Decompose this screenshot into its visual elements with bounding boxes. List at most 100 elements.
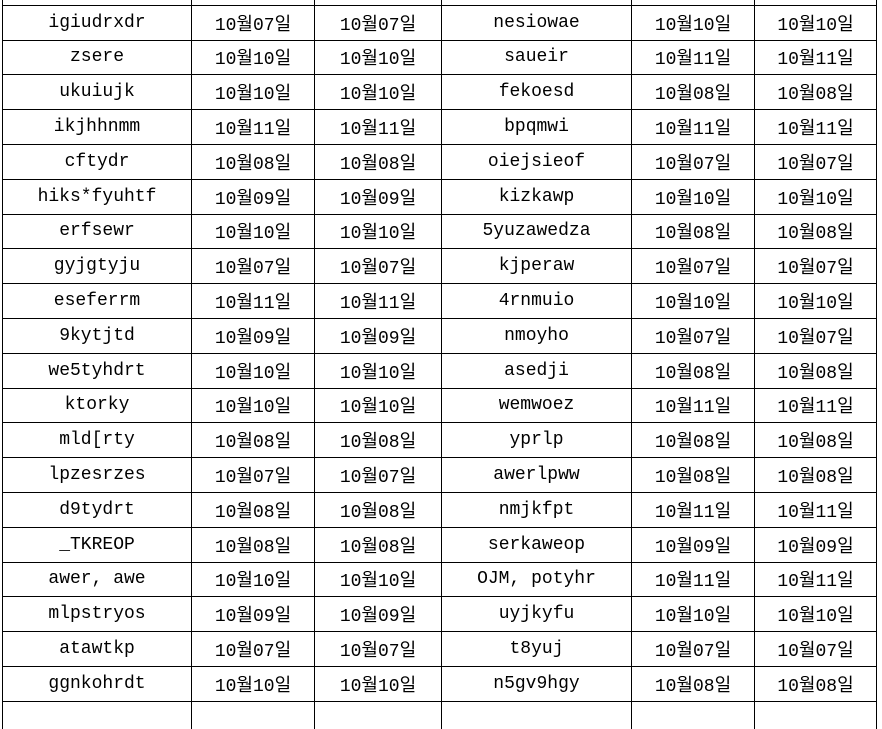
date-col-a1[interactable]: 10월09일 [191,317,315,354]
date-col-b1[interactable]: 10월07일 [631,143,755,180]
date-col-b1[interactable]: 10월08일 [631,213,755,250]
date-col-b2[interactable]: 10월08일 [754,213,877,250]
date-col-b2[interactable]: 10월07일 [754,631,877,667]
date-col-b2[interactable]: 10월10일 [754,283,877,319]
date-col-b1[interactable]: 10월09일 [631,526,755,563]
date-col-b1[interactable]: 10월07일 [631,248,755,285]
date-col-a2[interactable]: 10월08일 [314,143,442,180]
date-col-b2[interactable]: 10월08일 [754,352,877,389]
table-cell[interactable] [441,700,632,729]
date-col-b2[interactable]: 10월08일 [754,422,877,459]
date-col-a2[interactable]: 10월10일 [314,39,442,76]
date-col-a2[interactable]: 10월09일 [314,317,442,354]
date-col-a1[interactable]: 10월08일 [191,526,315,563]
date-col-a2[interactable]: 10월10일 [314,352,442,389]
table-cell[interactable] [191,700,315,729]
date-col-b2[interactable]: 10월08일 [754,665,877,702]
name-col-b[interactable]: fekoesd [441,74,632,111]
date-col-b1[interactable]: 10월07일 [631,317,755,354]
name-col-a[interactable]: zsere [2,39,192,76]
date-col-b2[interactable]: 10월07일 [754,248,877,285]
name-col-b[interactable]: uyjkyfu [441,596,632,633]
date-col-a2[interactable]: 10월07일 [314,248,442,285]
date-col-a2[interactable]: 10월10일 [314,387,442,424]
date-col-a2[interactable]: 10월10일 [314,213,442,250]
date-col-a1[interactable]: 10월10일 [191,213,315,250]
date-col-b1[interactable]: 10월11일 [631,561,755,598]
name-col-a[interactable]: mld[rty [2,422,192,459]
date-col-b2[interactable]: 10월08일 [754,74,877,111]
date-col-b2[interactable]: 10월11일 [754,561,877,598]
date-col-a2[interactable]: 10월08일 [314,422,442,459]
date-col-b1[interactable]: 10월11일 [631,39,755,76]
name-col-b[interactable]: wemwoez [441,387,632,424]
date-col-a2[interactable]: 10월09일 [314,596,442,633]
date-col-a1[interactable]: 10월07일 [191,4,315,41]
date-col-a2[interactable]: 10월08일 [314,491,442,528]
date-col-b2[interactable]: 10월07일 [754,317,877,354]
name-col-a[interactable]: lpzesrzes [2,457,192,493]
name-col-a[interactable]: _TKREOP [2,526,192,563]
date-col-b1[interactable]: 10월08일 [631,457,755,493]
name-col-b[interactable]: kizkawp [441,178,632,215]
date-col-a1[interactable]: 10월08일 [191,491,315,528]
name-col-b[interactable]: 4rnmuio [441,283,632,319]
name-col-b[interactable]: n5gv9hgy [441,665,632,702]
date-col-b1[interactable]: 10월08일 [631,665,755,702]
name-col-a[interactable]: hiks*fyuhtf [2,178,192,215]
date-col-b1[interactable]: 10월07일 [631,631,755,667]
date-col-a1[interactable]: 10월10일 [191,387,315,424]
date-col-b2[interactable]: 10월08일 [754,457,877,493]
name-col-a[interactable]: 9kytjtd [2,317,192,354]
date-col-a1[interactable]: 10월10일 [191,352,315,389]
name-col-b[interactable]: saueir [441,39,632,76]
date-col-b2[interactable]: 10월10일 [754,596,877,633]
date-col-b2[interactable]: 10월11일 [754,491,877,528]
date-col-a2[interactable]: 10월10일 [314,561,442,598]
name-col-a[interactable]: d9tydrt [2,491,192,528]
date-col-b1[interactable]: 10월11일 [631,109,755,145]
date-col-a2[interactable]: 10월11일 [314,283,442,319]
name-col-a[interactable]: mlpstryos [2,596,192,633]
date-col-b1[interactable]: 10월11일 [631,491,755,528]
date-col-b2[interactable]: 10월10일 [754,178,877,215]
date-col-a2[interactable]: 10월09일 [314,178,442,215]
name-col-a[interactable]: atawtkp [2,631,192,667]
date-col-a1[interactable]: 10월08일 [191,422,315,459]
name-col-b[interactable]: 5yuzawedza [441,213,632,250]
name-col-b[interactable]: asedji [441,352,632,389]
date-col-a1[interactable]: 10월07일 [191,248,315,285]
name-col-a[interactable]: ukuiujk [2,74,192,111]
date-col-a2[interactable]: 10월10일 [314,74,442,111]
date-col-b1[interactable]: 10월10일 [631,4,755,41]
date-col-b2[interactable]: 10월09일 [754,526,877,563]
date-col-a1[interactable]: 10월07일 [191,457,315,493]
date-col-a2[interactable]: 10월07일 [314,457,442,493]
date-col-a2[interactable]: 10월07일 [314,631,442,667]
date-col-a2[interactable]: 10월08일 [314,526,442,563]
date-col-b2[interactable]: 10월11일 [754,387,877,424]
name-col-a[interactable]: gyjgtyju [2,248,192,285]
name-col-a[interactable]: ikjhhnmm [2,109,192,145]
name-col-a[interactable]: ggnkohrdt [2,665,192,702]
name-col-b[interactable]: nmjkfpt [441,491,632,528]
date-col-a1[interactable]: 10월10일 [191,665,315,702]
date-col-b1[interactable]: 10월08일 [631,352,755,389]
name-col-a[interactable]: cftydr [2,143,192,180]
name-col-b[interactable]: awerlpww [441,457,632,493]
table-cell[interactable] [2,700,192,729]
name-col-a[interactable]: we5tyhdrt [2,352,192,389]
date-col-b1[interactable]: 10월08일 [631,74,755,111]
name-col-b[interactable]: t8yuj [441,631,632,667]
name-col-a[interactable]: ktorky [2,387,192,424]
date-col-a1[interactable]: 10월10일 [191,561,315,598]
date-col-b1[interactable]: 10월08일 [631,422,755,459]
name-col-b[interactable]: yprlp [441,422,632,459]
date-col-a1[interactable]: 10월08일 [191,143,315,180]
date-col-b1[interactable]: 10월10일 [631,596,755,633]
name-col-a[interactable]: igiudrxdr [2,4,192,41]
date-col-a1[interactable]: 10월09일 [191,596,315,633]
date-col-b2[interactable]: 10월11일 [754,109,877,145]
date-col-b2[interactable]: 10월10일 [754,4,877,41]
name-col-b[interactable]: OJM, potyhr [441,561,632,598]
